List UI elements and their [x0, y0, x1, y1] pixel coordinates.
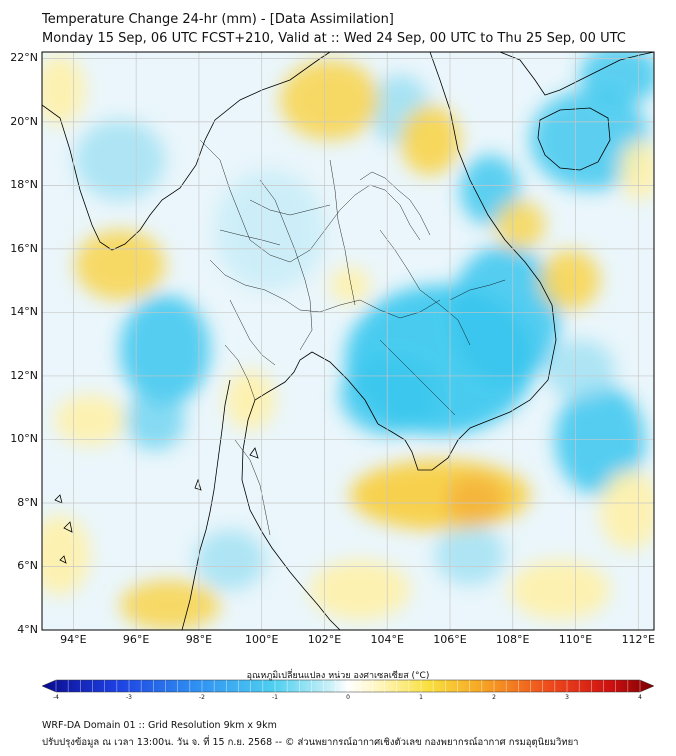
lon-tick-label: 96°E [122, 633, 150, 646]
colorbar [41, 679, 655, 693]
lon-tick-label: 110°E [558, 633, 593, 646]
colorbar-label: อุณหภูมิเปลี่ยนแปลง หน่วย องศาเซลเซียส (… [246, 671, 430, 681]
map-frame [41, 51, 655, 631]
lat-tick-label: 20°N [10, 114, 38, 128]
lat-tick-label: 8°N [17, 495, 38, 509]
lon-tick-label: 100°E [244, 633, 279, 646]
title-line-2: Monday 15 Sep, 06 UTC FCST+210, Valid at… [42, 31, 626, 46]
colorbar-tick-label: 1 [419, 694, 423, 701]
lat-tick-label: 22°N [10, 51, 38, 65]
coastline [42, 52, 654, 630]
colorbar-tick-label: -1 [272, 694, 278, 701]
colorbar-tick-label: 2 [492, 694, 496, 701]
colorbar-tick-label: -4 [53, 694, 59, 701]
lat-tick-label: 10°N [10, 432, 38, 446]
colorbar-tick-label: -3 [126, 694, 132, 701]
lat-tick-label: 6°N [17, 559, 38, 573]
lat-tick-label: 12°N [10, 368, 38, 382]
lat-tick-label: 14°N [10, 305, 38, 319]
colorbar-tick-label: -2 [199, 694, 205, 701]
colorbar-tick-label: 0 [346, 694, 350, 701]
lon-tick-label: 104°E [370, 633, 404, 646]
map-grid [42, 52, 654, 630]
lon-tick-label: 106°E [433, 633, 467, 646]
colorbar-tick-label: 4 [638, 694, 642, 701]
lat-tick-label: 18°N [10, 178, 38, 192]
lon-tick-label: 94°E [60, 633, 87, 646]
lon-tick-label: 102°E [307, 633, 342, 646]
lon-tick-label: 98°E [185, 633, 213, 646]
temperature-field [42, 52, 654, 630]
footer-line-2: ปรับปรุงข้อมูล ณ เวลา 13:00น. วัน จ. ที่… [42, 737, 579, 748]
colorbar-tick-label: 3 [565, 694, 569, 701]
lon-tick-label: 112°E [621, 633, 656, 646]
lon-tick-label: 108°E [496, 633, 530, 646]
lat-tick-label: 4°N [17, 623, 38, 636]
province-borders [199, 139, 506, 536]
title-line-1: Temperature Change 24-hr (mm) - [Data As… [42, 12, 394, 27]
footer-line-1: WRF-DA Domain 01 :: Grid Resolution 9km … [42, 720, 277, 731]
lat-tick-label: 16°N [10, 241, 38, 255]
